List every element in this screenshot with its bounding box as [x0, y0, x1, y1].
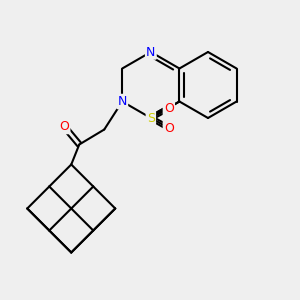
- Text: O: O: [59, 120, 69, 133]
- Text: S: S: [147, 112, 155, 124]
- Text: N: N: [118, 95, 127, 108]
- Text: O: O: [164, 101, 174, 115]
- Text: O: O: [164, 122, 174, 134]
- Text: N: N: [146, 46, 155, 59]
